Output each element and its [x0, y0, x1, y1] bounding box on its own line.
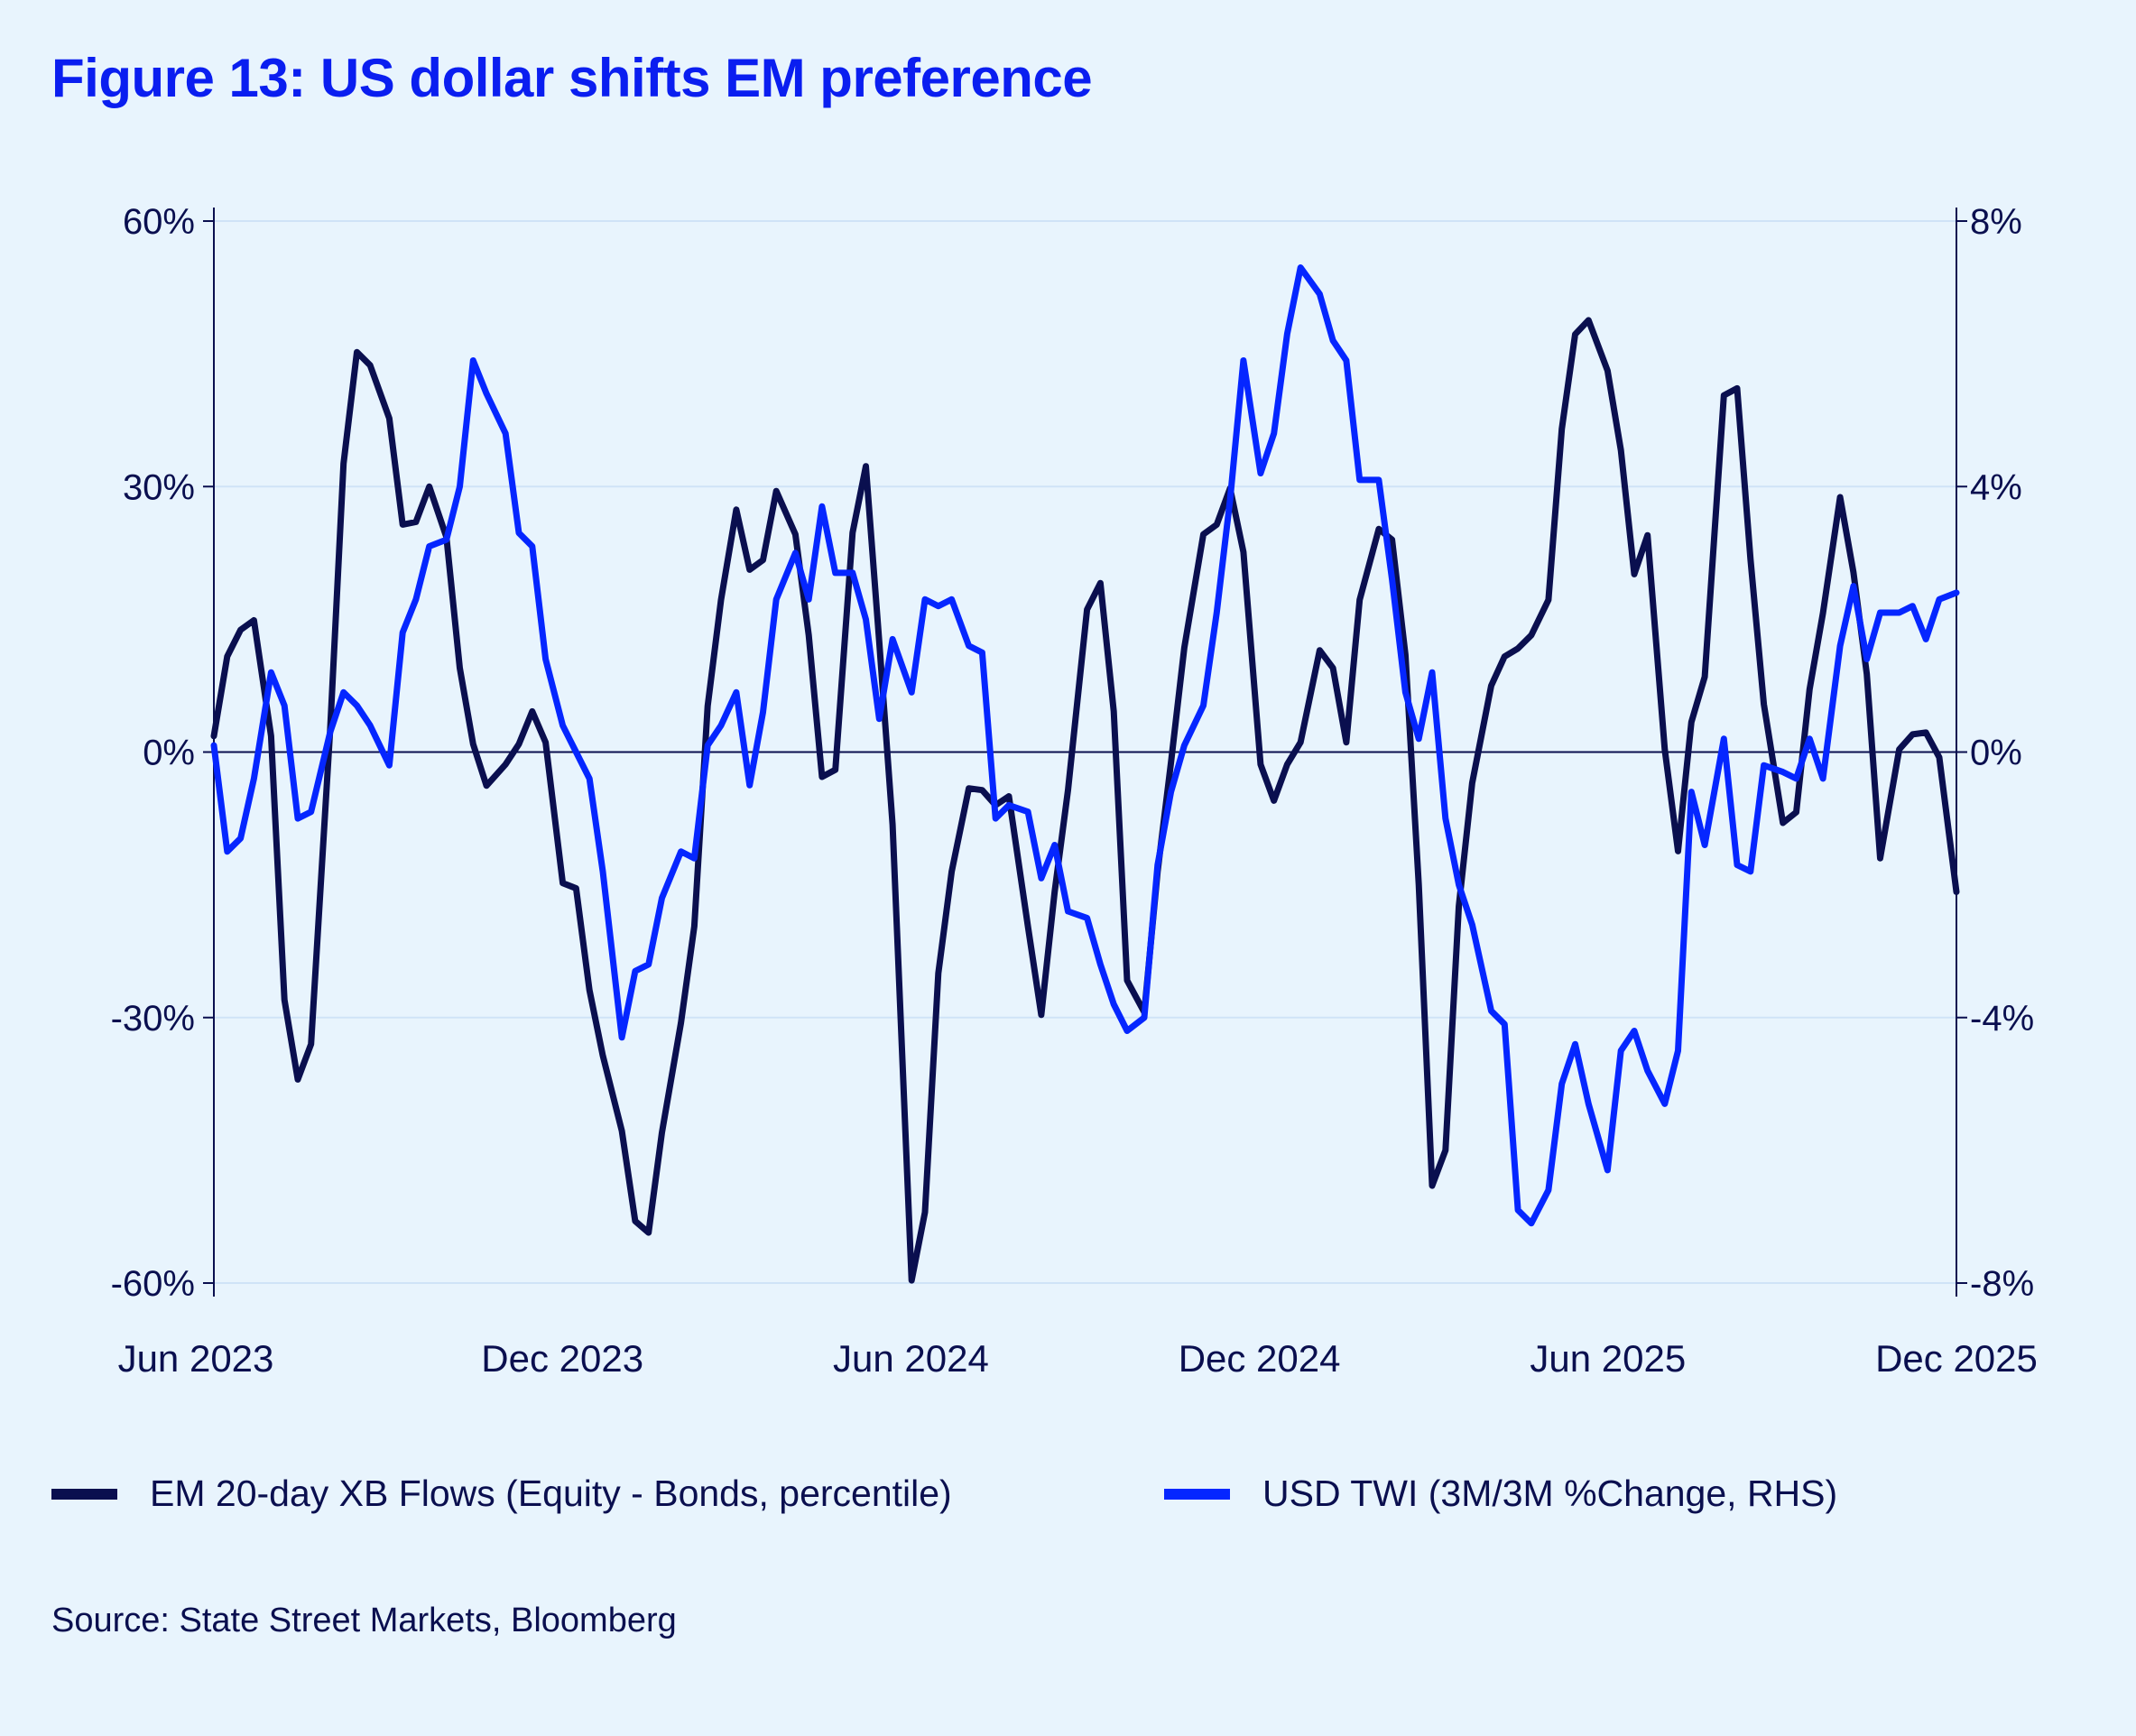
y-left-tick-label: -30%	[111, 999, 195, 1039]
y-right-tick-label: 4%	[1970, 467, 2022, 507]
chart-title: Figure 13: US dollar shifts EM preferenc…	[51, 48, 1093, 108]
y-left-tick-label: 0%	[143, 734, 195, 773]
y-right-tick-label: 8%	[1970, 202, 2022, 242]
series-line-usd-twi	[210, 264, 1960, 1227]
x-tick-label: Jun 2023	[118, 1337, 274, 1380]
legend-item-em-flows: EM 20-day XB Flows (Equity - Bonds, perc…	[51, 1473, 952, 1515]
x-tick-label: Dec 2023	[481, 1337, 643, 1380]
legend-swatch-usd-twi	[1164, 1488, 1230, 1500]
legend-item-usd-twi: USD TWI (3M/3M %Change, RHS)	[1164, 1473, 1837, 1515]
legend-swatch-em-flows	[51, 1488, 117, 1500]
y-left-tick-label: -60%	[111, 1264, 195, 1304]
y-right-tick-label: -8%	[1970, 1264, 2034, 1304]
x-tick-label: Jun 2025	[1530, 1337, 1686, 1380]
y-right-tick-label: 0%	[1970, 734, 2022, 773]
y-left-tick-label: 60%	[123, 202, 195, 242]
x-tick-label: Dec 2025	[1875, 1337, 2038, 1380]
y-right-tick-label: -4%	[1970, 999, 2034, 1039]
series-line-em-flows	[210, 317, 1960, 1284]
y-left-tick-label: 30%	[123, 467, 195, 507]
legend-label-usd-twi: USD TWI (3M/3M %Change, RHS)	[1262, 1473, 1838, 1514]
x-tick-label: Dec 2024	[1179, 1337, 1341, 1380]
x-tick-label: Jun 2024	[833, 1337, 989, 1380]
legend-label-em-flows: EM 20-day XB Flows (Equity - Bonds, perc…	[150, 1473, 952, 1514]
tick-labels: 60% 30% 0% -30% -60% 8% 4% 0% -4% -8% Jun 2023 Dec …	[111, 202, 2038, 1380]
series-lines	[210, 264, 1960, 1284]
source-note: Source: State Street Markets, Bloomberg	[51, 1602, 677, 1639]
